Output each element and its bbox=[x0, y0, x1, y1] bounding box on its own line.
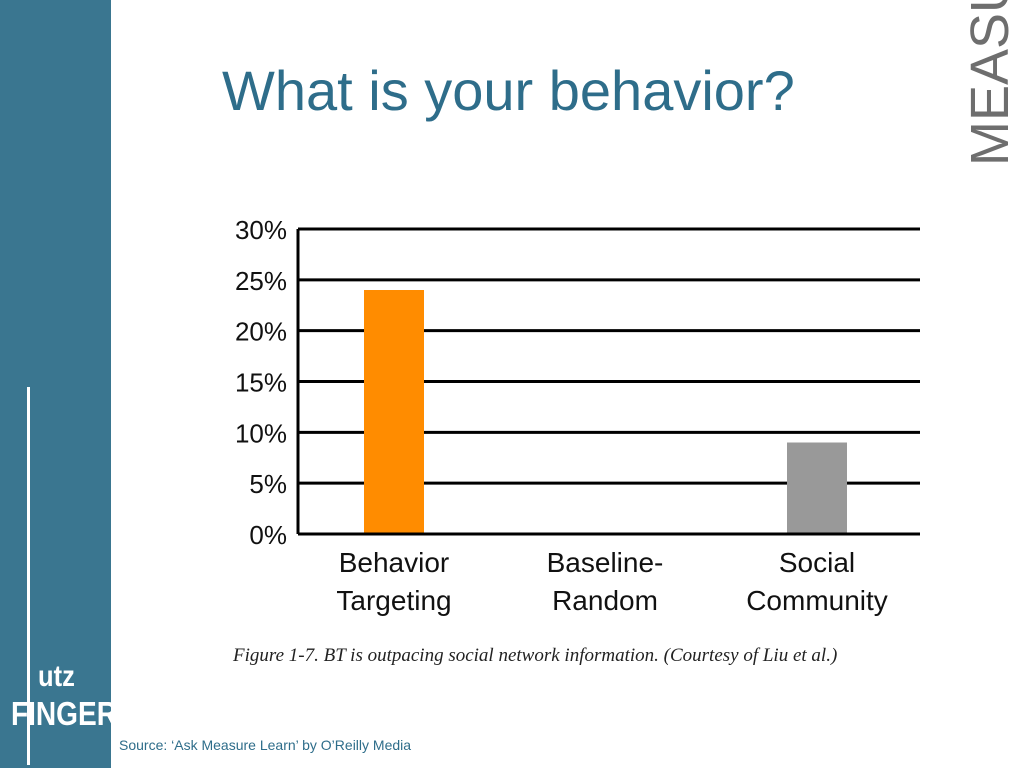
logo-line bbox=[27, 387, 30, 765]
y-tick-label: 20% bbox=[235, 317, 287, 347]
source-note: Source: ‘Ask Measure Learn’ by O’Reilly … bbox=[119, 737, 412, 753]
y-tick-label: 30% bbox=[235, 215, 287, 245]
y-tick-label: 5% bbox=[249, 469, 287, 499]
slide-title: What is your behavior? bbox=[222, 59, 795, 122]
logo-text-top: utz bbox=[38, 660, 75, 693]
x-tick-labels: Behavior Targeting Baseline-Random Social Co… bbox=[336, 547, 887, 616]
chart-caption: Figure 1-7. BT is outpacing social netwo… bbox=[233, 645, 838, 666]
y-tick-label: 0% bbox=[249, 520, 287, 550]
logo-text-bottom: FINGER bbox=[11, 695, 117, 732]
y-tick-label: 25% bbox=[235, 266, 287, 296]
sidebar: utz FINGER bbox=[0, 0, 117, 768]
x-tick-label: Social Community bbox=[746, 547, 888, 616]
y-tick-label: 10% bbox=[235, 418, 287, 448]
bars bbox=[364, 290, 847, 533]
x-tick-label: Baseline-Random bbox=[547, 547, 664, 616]
x-tick-label: Behavior Targeting bbox=[336, 547, 451, 616]
y-tick-labels: 0% 5% 10% 15% 20% 25% 30% bbox=[235, 215, 287, 550]
bar bbox=[787, 442, 847, 533]
y-tick-label: 15% bbox=[235, 368, 287, 398]
bar bbox=[364, 290, 424, 533]
